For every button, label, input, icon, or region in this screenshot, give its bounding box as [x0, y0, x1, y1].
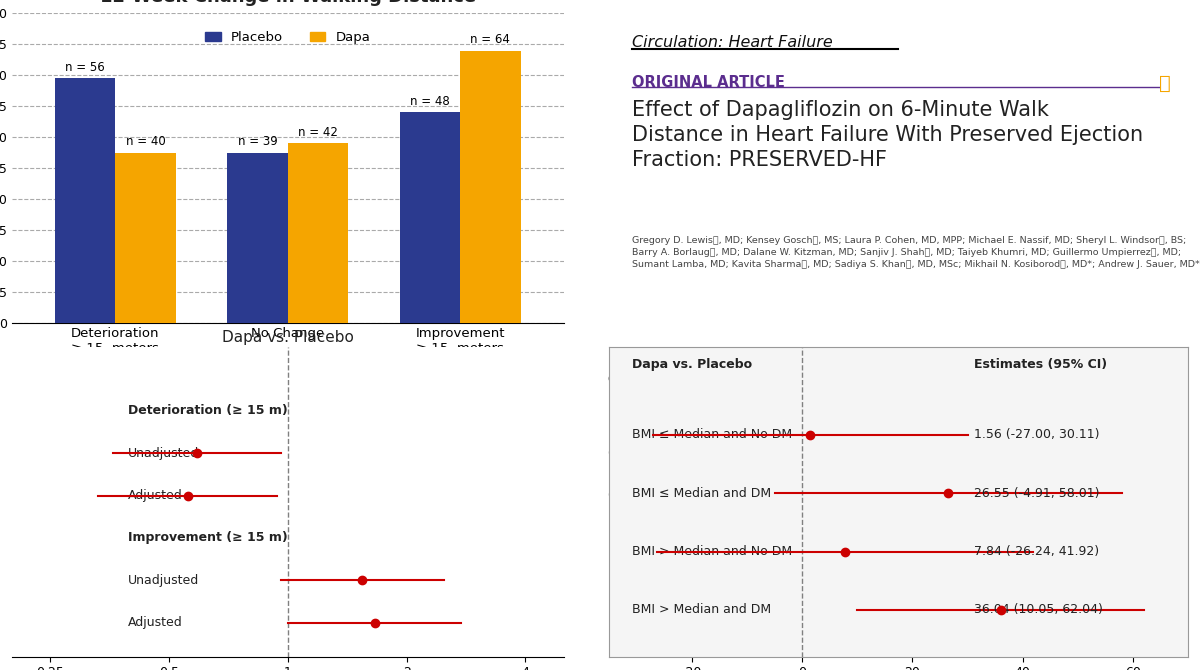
Text: Estimates (95% CI): Estimates (95% CI)	[973, 358, 1106, 371]
Bar	[288, 143, 348, 323]
Title: Dapa vs. Placebo: Dapa vs. Placebo	[222, 330, 354, 345]
Bar	[115, 153, 175, 323]
Text: n = 64: n = 64	[470, 34, 510, 46]
Text: 26.55 (-4.91, 58.01): 26.55 (-4.91, 58.01)	[973, 486, 1099, 500]
Text: n = 48: n = 48	[410, 95, 450, 108]
Text: OR (95% CI): OR (95% CI)	[607, 373, 692, 386]
Text: 1.54 (0.96, 2.49): 1.54 (0.96, 2.49)	[607, 574, 713, 587]
Legend: Placebo, Dapa: Placebo, Dapa	[199, 26, 376, 50]
Bar	[55, 78, 115, 323]
Text: n = 42: n = 42	[298, 126, 338, 139]
Bar	[228, 153, 288, 323]
Text: Effect of Dapagliflozin on 6-Minute Walk
Distance in Heart Failure With Preserve: Effect of Dapagliflozin on 6-Minute Walk…	[632, 100, 1144, 170]
Text: 0.04: 0.04	[878, 447, 906, 460]
Text: BMI ≤ Median and DM: BMI ≤ Median and DM	[632, 486, 772, 500]
Bar	[400, 113, 460, 323]
Text: p-value: p-value	[878, 373, 930, 386]
Text: Gregory D. LewisⓂ, MD; Kensey GoschⓂ, MS; Laura P. Cohen, MD, MPP; Michael E. Na: Gregory D. LewisⓂ, MD; Kensey GoschⓂ, MS…	[632, 236, 1200, 269]
Text: Deterioration (≥ 15 m): Deterioration (≥ 15 m)	[128, 405, 288, 417]
Text: Improvement (≥ 15 m): Improvement (≥ 15 m)	[128, 531, 288, 545]
Text: n = 39: n = 39	[238, 135, 277, 148]
Text: Ⓞ: Ⓞ	[1159, 74, 1171, 92]
Text: 0.05: 0.05	[878, 616, 906, 629]
Text: Adjusted: Adjusted	[128, 489, 182, 502]
Bar	[460, 50, 521, 323]
Text: 36.04 (10.05, 62.04): 36.04 (10.05, 62.04)	[973, 604, 1103, 616]
Text: 1.66 (1.00, 2.75): 1.66 (1.00, 2.75)	[607, 616, 713, 629]
Text: 0.56 (0.33, 0.94): 0.56 (0.33, 0.94)	[607, 489, 713, 502]
Text: Unadjusted: Unadjusted	[128, 447, 199, 460]
Text: n = 56: n = 56	[65, 61, 106, 74]
Text: ORIGINAL ARTICLE: ORIGINAL ARTICLE	[632, 75, 785, 90]
Text: Unadjusted: Unadjusted	[128, 574, 199, 587]
Text: Dapa vs. Placebo: Dapa vs. Placebo	[632, 358, 752, 371]
Text: Circulation: Heart Failure: Circulation: Heart Failure	[632, 35, 833, 50]
Text: 0.03: 0.03	[878, 489, 906, 502]
Text: n = 40: n = 40	[126, 135, 166, 148]
Text: Adjusted: Adjusted	[128, 616, 182, 629]
Text: 1.56 (-27.00, 30.11): 1.56 (-27.00, 30.11)	[973, 428, 1099, 442]
Text: 7.84 (-26.24, 41.92): 7.84 (-26.24, 41.92)	[973, 545, 1099, 558]
Text: BMI > Median and No DM: BMI > Median and No DM	[632, 545, 792, 558]
Text: 0.59 (0.36, 0.96): 0.59 (0.36, 0.96)	[607, 447, 713, 460]
Title: 12-Week Change in Walking Distance: 12-Week Change in Walking Distance	[100, 0, 476, 6]
Text: BMI ≤ Median and No DM: BMI ≤ Median and No DM	[632, 428, 792, 442]
Text: BMI > Median and DM: BMI > Median and DM	[632, 604, 772, 616]
Text: 0.07: 0.07	[878, 574, 906, 587]
